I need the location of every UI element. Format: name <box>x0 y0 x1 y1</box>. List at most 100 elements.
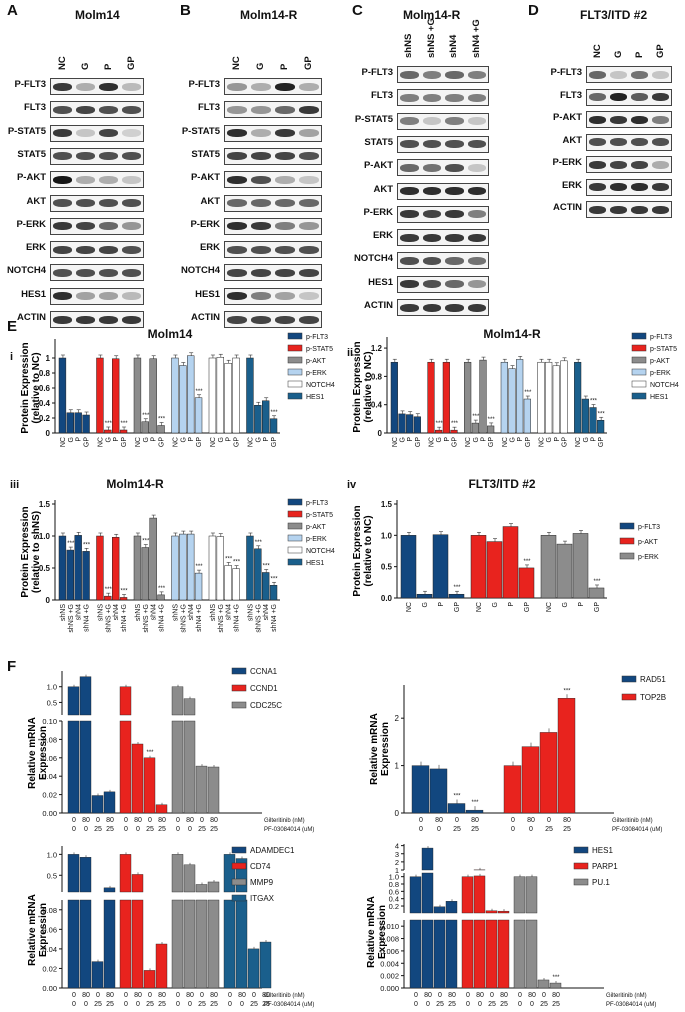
bar <box>549 982 562 989</box>
blot-band <box>610 183 627 191</box>
bar <box>447 803 466 814</box>
bar <box>183 864 196 893</box>
legend-swatch <box>631 344 647 352</box>
y-tick-label: 0.5 <box>47 871 57 880</box>
bar <box>195 765 208 814</box>
y-axis-label-line: Protein Expression <box>352 341 363 432</box>
blot-band <box>251 315 271 324</box>
x-tick-label: shN4 +G <box>234 604 241 632</box>
y-tick-label: 1.5 <box>381 500 393 509</box>
blot-band <box>589 138 606 146</box>
y-axis-label-line: Relative mRNA <box>366 896 377 968</box>
blot-row-label: P-AKT <box>190 172 220 184</box>
blot-band <box>76 105 95 114</box>
bar <box>246 535 254 601</box>
x-row-value: 80 <box>500 992 508 999</box>
blot-band <box>122 292 141 301</box>
western-blot-a: Molm14 NC G P GP P-FLT3 FLT3 P-STAT5 STAT5 P-AKT A… <box>0 8 170 328</box>
bar <box>208 357 217 434</box>
legend-swatch <box>287 498 303 506</box>
x-tick-label: GP <box>488 437 495 447</box>
x-tick-label: G <box>180 437 187 442</box>
bar <box>432 534 449 599</box>
blot-strip <box>397 135 489 153</box>
bar <box>427 361 435 434</box>
bar <box>508 368 516 434</box>
bar <box>58 535 67 601</box>
x-row-value: 80 <box>238 992 246 999</box>
bar <box>119 429 128 434</box>
significance-mark: *** <box>488 417 496 423</box>
x-tick-label: P <box>517 437 524 442</box>
lane-label: G <box>79 62 91 70</box>
blot-row-label: STAT5 <box>364 136 393 148</box>
x-row-value: 0 <box>148 992 152 999</box>
legend-swatch <box>621 675 637 683</box>
blot-band <box>299 175 319 184</box>
bar <box>67 899 80 989</box>
bar <box>187 533 195 601</box>
x-tick-label: G <box>105 437 112 442</box>
panel-roman: iv <box>347 479 357 491</box>
x-tick-label: shNS <box>172 604 179 621</box>
x-tick-label: NC <box>546 602 553 612</box>
blot-strip <box>50 101 144 119</box>
lane-label: shNS +G <box>425 18 437 58</box>
x-tick-label: NC <box>575 437 582 447</box>
x-row-value: 0 <box>466 1001 470 1008</box>
bar <box>574 361 582 434</box>
x-row-value: 0 <box>419 817 423 824</box>
bar <box>207 881 220 893</box>
bar <box>269 585 278 601</box>
legend-swatch <box>231 684 247 692</box>
blot-band <box>589 93 606 101</box>
legend-label: NOTCH4 <box>306 382 335 389</box>
blot-strip <box>224 264 322 282</box>
x-row-value: 25 <box>210 826 218 833</box>
blot-strip <box>50 194 144 212</box>
blot-strip <box>224 194 322 212</box>
blot-row-label: ERK <box>25 242 46 254</box>
blot-band <box>445 210 464 219</box>
blot-band <box>422 210 441 219</box>
legend-swatch <box>287 392 303 400</box>
legend-label: NOTCH4 <box>306 548 335 555</box>
blot-band <box>610 160 627 169</box>
legend-label: CD74 <box>250 862 271 871</box>
bar <box>103 887 116 893</box>
blot-row-label: HES1 <box>195 288 220 300</box>
bar <box>143 970 156 989</box>
x-row-value: 0 <box>84 1001 88 1008</box>
y-tick-label: 0 <box>378 429 383 438</box>
x-row-value: 0 <box>252 992 256 999</box>
x-row-value: 80 <box>476 992 484 999</box>
blot-band <box>631 160 648 169</box>
y-tick-label: 0.8 <box>39 369 51 378</box>
blot-band <box>76 152 95 161</box>
blot-band <box>589 115 606 124</box>
blot-strip <box>586 156 672 173</box>
bar <box>537 361 545 434</box>
bar <box>552 365 560 434</box>
bar <box>112 537 120 601</box>
bar <box>500 361 508 434</box>
blot-band <box>467 256 486 265</box>
bar <box>487 425 495 434</box>
lane-label: P <box>102 63 114 70</box>
bar <box>66 412 74 434</box>
blot-band <box>53 222 72 231</box>
y-tick-label: 1 <box>46 354 51 363</box>
x-row-value: 0 <box>72 826 76 833</box>
bar <box>246 357 254 434</box>
x-row-value: 25 <box>262 1001 270 1008</box>
bar <box>171 535 179 601</box>
blot-band <box>251 129 271 138</box>
x-tick-label: G <box>492 602 499 607</box>
blot-band <box>227 315 247 324</box>
blot-band <box>652 205 669 214</box>
bar <box>119 686 132 716</box>
x-row-value: 0 <box>228 1001 232 1008</box>
y-axis-label: Relative mRNA Expression <box>27 717 49 789</box>
legend-swatch <box>231 701 247 709</box>
blot-strip <box>397 275 489 293</box>
